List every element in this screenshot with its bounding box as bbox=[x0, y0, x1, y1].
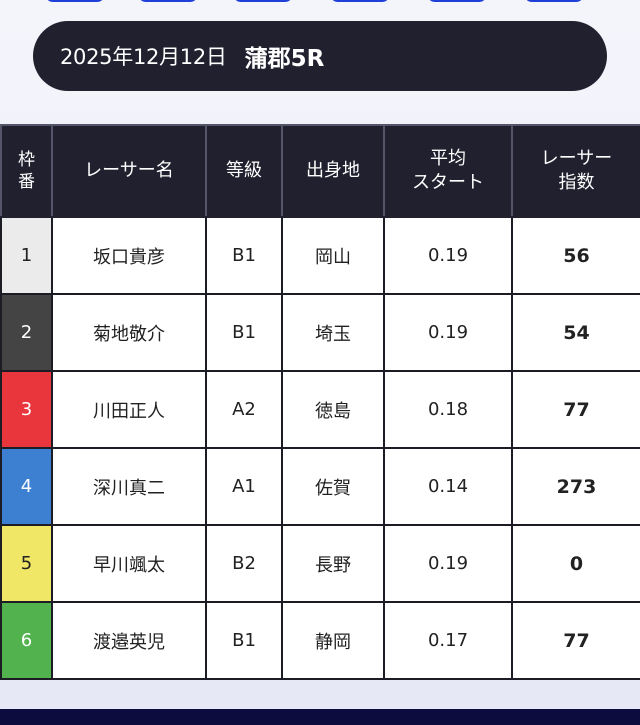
race-date: 2025年12月12日 bbox=[60, 45, 227, 69]
racer-hometown: 長野 bbox=[281, 524, 385, 603]
table-row: 3 川田正人 A2 徳島 0.18 77 bbox=[0, 370, 640, 449]
racer-table: 枠番 レーサー名 等級 出身地 平均 スタート レーサー 指数 1 坂口貴彦 B1 … bbox=[0, 124, 640, 680]
racer-avg-start: 0.19 bbox=[383, 216, 513, 295]
tab-button[interactable] bbox=[330, 0, 390, 2]
column-header-frame: 枠番 bbox=[0, 124, 53, 218]
racer-hometown: 岡山 bbox=[281, 216, 385, 295]
top-tab-bar bbox=[0, 0, 640, 4]
table-header-row: 枠番 レーサー名 等級 出身地 平均 スタート レーサー 指数 bbox=[0, 124, 640, 218]
racer-hometown: 埼玉 bbox=[281, 293, 385, 372]
racer-name: 渡邉英児 bbox=[51, 601, 207, 680]
tab-button[interactable] bbox=[524, 0, 584, 2]
racer-name: 川田正人 bbox=[51, 370, 207, 449]
table-row: 5 早川颯太 B2 長野 0.19 0 bbox=[0, 524, 640, 603]
racer-name: 菊地敬介 bbox=[51, 293, 207, 372]
column-header-hometown: 出身地 bbox=[281, 124, 385, 218]
racer-avg-start: 0.14 bbox=[383, 447, 513, 526]
racer-avg-start: 0.19 bbox=[383, 293, 513, 372]
racer-grade: A1 bbox=[205, 447, 283, 526]
racer-index: 54 bbox=[511, 293, 640, 372]
racer-index: 77 bbox=[511, 601, 640, 680]
racer-index: 77 bbox=[511, 370, 640, 449]
column-header-grade: 等級 bbox=[205, 124, 283, 218]
frame-number: 4 bbox=[0, 447, 53, 526]
table-row: 1 坂口貴彦 B1 岡山 0.19 56 bbox=[0, 216, 640, 295]
column-header-avg-start: 平均 スタート bbox=[383, 124, 513, 218]
racer-grade: B2 bbox=[205, 524, 283, 603]
tab-button[interactable] bbox=[233, 0, 293, 2]
racer-name: 深川真二 bbox=[51, 447, 207, 526]
tab-button[interactable] bbox=[138, 0, 198, 2]
racer-grade: B1 bbox=[205, 216, 283, 295]
racer-hometown: 佐賀 bbox=[281, 447, 385, 526]
table-row: 2 菊地敬介 B1 埼玉 0.19 54 bbox=[0, 293, 640, 372]
table-row: 6 渡邉英児 B1 静岡 0.17 77 bbox=[0, 601, 640, 680]
bottom-navigation-bar bbox=[0, 709, 640, 725]
column-header-name: レーサー名 bbox=[51, 124, 207, 218]
tab-button[interactable] bbox=[45, 0, 105, 2]
frame-number: 3 bbox=[0, 370, 53, 449]
racer-avg-start: 0.18 bbox=[383, 370, 513, 449]
racer-name: 坂口貴彦 bbox=[51, 216, 207, 295]
racer-index: 56 bbox=[511, 216, 640, 295]
race-header: 2025年12月12日 蒲郡5R bbox=[33, 21, 607, 91]
racer-avg-start: 0.17 bbox=[383, 601, 513, 680]
racer-index: 273 bbox=[511, 447, 640, 526]
column-header-racer-index: レーサー 指数 bbox=[511, 124, 640, 218]
frame-number: 1 bbox=[0, 216, 53, 295]
race-venue: 蒲郡5R bbox=[244, 46, 325, 72]
racer-hometown: 徳島 bbox=[281, 370, 385, 449]
racer-grade: A2 bbox=[205, 370, 283, 449]
table-row: 4 深川真二 A1 佐賀 0.14 273 bbox=[0, 447, 640, 526]
frame-number: 5 bbox=[0, 524, 53, 603]
tab-button[interactable] bbox=[427, 0, 487, 2]
racer-index: 0 bbox=[511, 524, 640, 603]
racer-name: 早川颯太 bbox=[51, 524, 207, 603]
frame-number: 2 bbox=[0, 293, 53, 372]
frame-number: 6 bbox=[0, 601, 53, 680]
racer-grade: B1 bbox=[205, 293, 283, 372]
racer-grade: B1 bbox=[205, 601, 283, 680]
racer-avg-start: 0.19 bbox=[383, 524, 513, 603]
racer-hometown: 静岡 bbox=[281, 601, 385, 680]
